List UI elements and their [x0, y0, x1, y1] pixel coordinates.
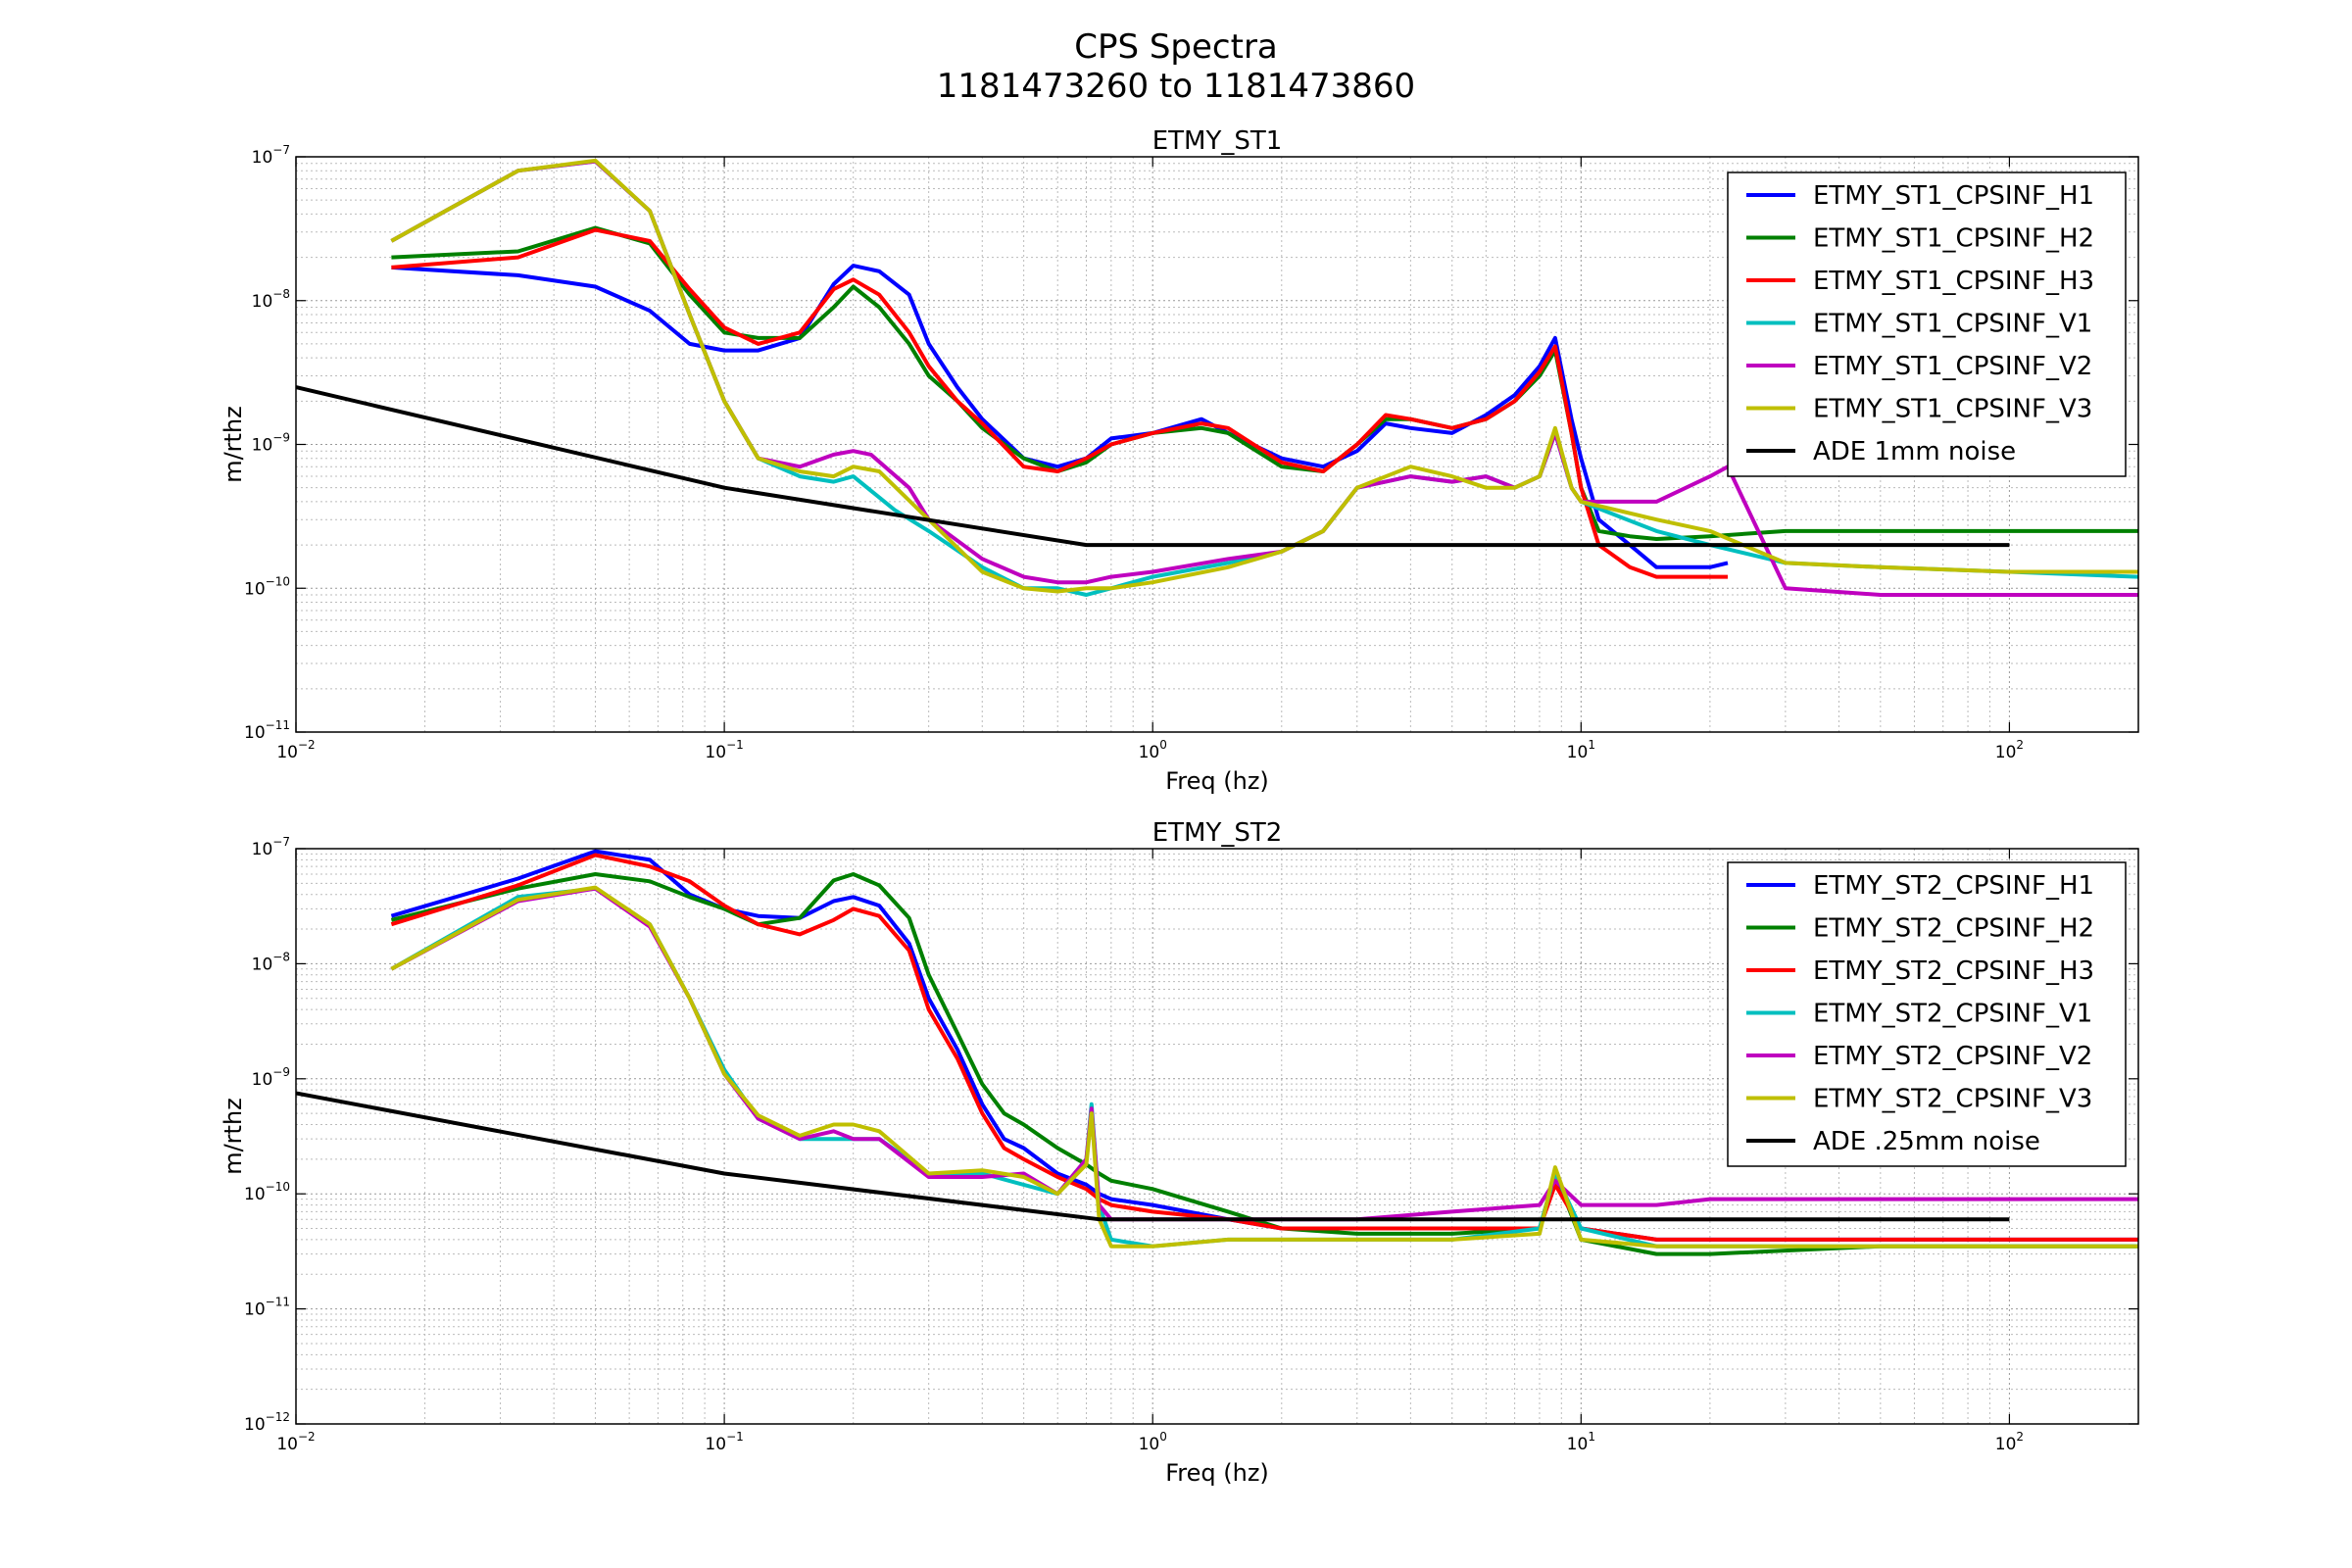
y-tick-label: 10−10 — [244, 574, 290, 599]
legend-label: ETMY_ST1_CPSINF_V2 — [1813, 352, 2092, 381]
legend-label: ETMY_ST2_CPSINF_H1 — [1813, 871, 2094, 901]
y-tick-label: 10−11 — [244, 1296, 290, 1320]
legend: ETMY_ST1_CPSINF_H1 ETMY_ST1_CPSINF_H2 ETMY… — [1727, 172, 2127, 477]
legend-label: ETMY_ST2_CPSINF_V1 — [1813, 1000, 2092, 1029]
y-tick-label: 10−9 — [252, 1065, 290, 1090]
plot-frame — [295, 848, 2139, 1425]
series-group — [296, 158, 2138, 597]
x-tick-label: 102 — [1995, 738, 2024, 762]
y-tick-label: 10−10 — [244, 1180, 290, 1204]
legend-label: ETMY_ST1_CPSINF_V1 — [1813, 310, 2092, 339]
y-tick-label: 10−7 — [252, 143, 290, 168]
y-tick-label: 10−8 — [252, 950, 290, 974]
series-line-ETMY_ST1_CPSINF_H1 — [391, 264, 1729, 569]
legend: ETMY_ST2_CPSINF_H1 ETMY_ST2_CPSINF_H2 ETMY… — [1727, 861, 2127, 1167]
y-axis-label: m/rthz — [220, 406, 247, 483]
ticks: 10−2 10−1 100 101 102 10−12 10−11 10−10 10−9 10−8… — [244, 835, 2138, 1454]
x-tick-label: 100 — [1139, 1430, 1167, 1454]
x-tick-label: 101 — [1567, 738, 1595, 762]
legend-label: ETMY_ST2_CPSINF_V3 — [1813, 1085, 2092, 1114]
x-tick-label: 102 — [1995, 1430, 2024, 1454]
subplot-1: 10−2 10−1 100 101 102 10−11 10−10 10−9 10−8 10−7 E… — [220, 126, 2139, 795]
legend-label: ETMY_ST1_CPSINF_H2 — [1813, 224, 2094, 254]
series-line-ETMY_ST2_CPSINF_V3 — [390, 885, 2138, 1249]
x-tick-label: 10−1 — [705, 738, 743, 762]
x-tick-label: 101 — [1567, 1430, 1595, 1454]
figure-title: CPS Spectra — [1074, 27, 1278, 67]
y-tick-label: 10−12 — [244, 1410, 290, 1435]
x-tick-label: 10−2 — [276, 1430, 315, 1454]
legend-label: ADE .25mm noise — [1813, 1127, 2040, 1156]
x-tick-label: 100 — [1139, 738, 1167, 762]
y-axis-label: m/rthz — [220, 1098, 247, 1175]
subplot-title: ETMY_ST2 — [1152, 818, 1283, 848]
x-tick-label: 10−1 — [705, 1430, 743, 1454]
legend-label: ETMY_ST2_CPSINF_H2 — [1813, 914, 2094, 944]
series-line-ADE .25mm noise — [296, 1091, 2010, 1222]
y-tick-label: 10−9 — [252, 431, 290, 456]
legend-label: ETMY_ST1_CPSINF_H1 — [1813, 181, 2094, 211]
x-axis-label: Freq (hz) — [1165, 767, 1269, 795]
y-tick-label: 10−11 — [244, 718, 290, 743]
y-tick-label: 10−7 — [252, 835, 290, 859]
legend-label: ETMY_ST1_CPSINF_V3 — [1813, 395, 2092, 424]
subplot-title: ETMY_ST1 — [1152, 126, 1283, 156]
legend-label: ADE 1mm noise — [1813, 437, 2016, 466]
series-group — [296, 849, 2138, 1256]
x-axis-label: Freq (hz) — [1165, 1459, 1269, 1487]
legend-label: ETMY_ST2_CPSINF_V2 — [1813, 1042, 2092, 1071]
legend-label: ETMY_ST2_CPSINF_H3 — [1813, 956, 2094, 986]
ticks: 10−2 10−1 100 101 102 10−11 10−10 10−9 10−8 10−7 — [244, 143, 2138, 762]
figure-subtitle: 1181473260 to 1181473860 — [936, 67, 1416, 106]
x-tick-label: 10−2 — [276, 738, 315, 762]
series-line-ETMY_ST1_CPSINF_H3 — [391, 227, 1728, 579]
legend-label: ETMY_ST1_CPSINF_H3 — [1813, 267, 2094, 296]
subplot-2: 10−2 10−1 100 101 102 10−12 10−11 10−10 10−9 10−8… — [220, 818, 2139, 1487]
y-tick-label: 10−8 — [252, 287, 290, 312]
series-line-ETMY_ST1_CPSINF_V3 — [390, 158, 2138, 594]
series-line-ADE 1mm noise — [296, 385, 2010, 548]
series-line-ETMY_ST1_CPSINF_H2 — [391, 225, 2138, 541]
